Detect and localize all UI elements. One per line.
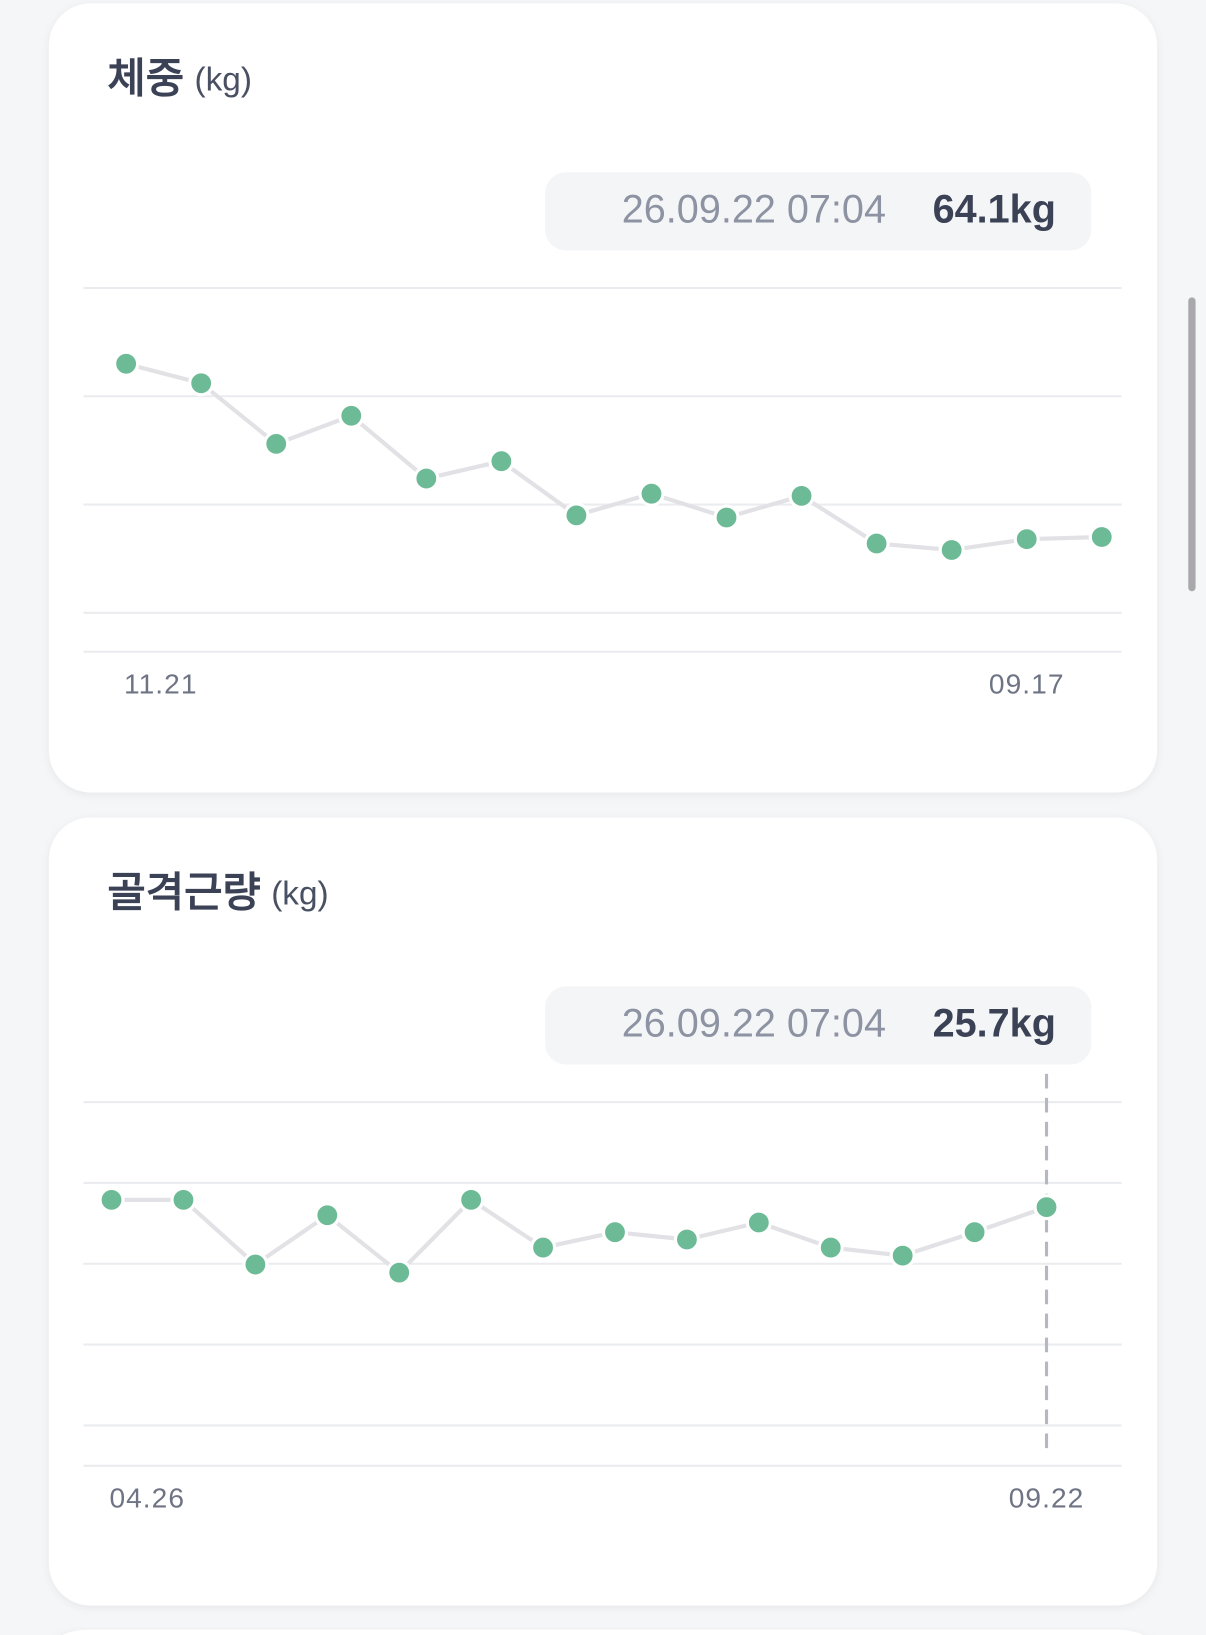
x-tick-label: 09.22	[1009, 1483, 1085, 1514]
data-point	[1033, 1194, 1060, 1221]
data-point	[1088, 523, 1115, 551]
title-text: 골격근량	[107, 869, 260, 916]
x-tick-label: 11.21	[124, 669, 198, 700]
chart: 체중 (kg) 26.09.22 07:04 64.1kg 11.21 09.17	[83, 55, 1122, 700]
chart: 골격근량 (kg) 26.09.22 07:04 25.7kg 04.26 09.22	[83, 869, 1122, 1514]
tooltip-date: 26.09.22 07:04	[622, 1001, 886, 1045]
data-point	[563, 502, 590, 529]
data-point	[961, 1219, 988, 1246]
data-point	[745, 1209, 772, 1236]
data-point	[263, 430, 290, 457]
tooltip-box	[545, 172, 1092, 251]
data-point	[788, 482, 815, 509]
tooltip-value: 25.7kg	[933, 1001, 1056, 1045]
data-point	[601, 1219, 629, 1246]
data-point	[1013, 526, 1040, 553]
data-point	[863, 530, 890, 557]
data-point	[938, 536, 965, 564]
data-point	[338, 402, 365, 429]
x-tick-label: 04.26	[109, 1483, 185, 1514]
tooltip-box	[545, 986, 1092, 1065]
card	[48, 817, 1158, 1606]
data-point	[314, 1202, 341, 1229]
data-point	[638, 480, 665, 507]
data-point	[386, 1259, 413, 1286]
chart-title: 체중 (kg)	[107, 55, 252, 102]
data-point	[458, 1186, 485, 1213]
data-point	[673, 1226, 700, 1253]
tooltip-date: 26.09.22 07:04	[622, 187, 886, 231]
data-point	[889, 1242, 916, 1269]
data-point	[188, 370, 215, 397]
data-point	[817, 1234, 844, 1261]
data-point	[242, 1251, 269, 1278]
data-point	[98, 1186, 125, 1213]
title-unit: (kg)	[271, 875, 328, 912]
x-tick-label: 09.17	[989, 669, 1065, 700]
data-point	[413, 465, 440, 492]
data-point	[170, 1186, 197, 1213]
chart-title: 골격근량 (kg)	[107, 869, 328, 916]
tooltip-value: 64.1kg	[933, 187, 1056, 231]
data-point	[530, 1234, 557, 1261]
data-point	[713, 504, 740, 531]
scrollbar[interactable]	[1188, 297, 1196, 592]
data-point	[488, 448, 515, 475]
title-text: 체중	[107, 55, 184, 102]
data-point	[113, 350, 140, 377]
card	[62, 1629, 1144, 1635]
title-unit: (kg)	[195, 61, 252, 98]
